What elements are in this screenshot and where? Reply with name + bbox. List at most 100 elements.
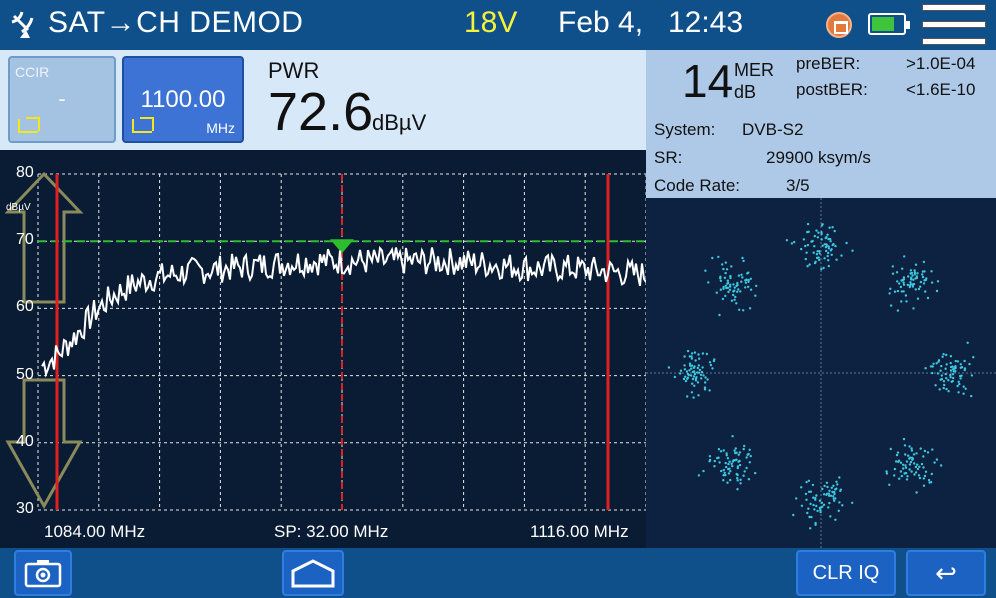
constellation-point <box>954 359 957 363</box>
clear-iq-button[interactable]: CLR IQ <box>796 550 896 596</box>
constellation-point <box>895 460 898 463</box>
constellation-point <box>970 374 974 377</box>
constellation-point <box>902 276 906 279</box>
constellation-point <box>832 497 835 500</box>
constellation-point <box>701 366 704 369</box>
constellation-point <box>747 280 750 283</box>
frequency-unit: MHz <box>206 120 235 136</box>
constellation-point <box>812 251 815 254</box>
constellation-point <box>898 477 901 480</box>
constellation-point <box>956 384 959 388</box>
constellation-point <box>697 474 701 477</box>
constellation-point <box>700 370 704 374</box>
constellation-point <box>742 447 745 451</box>
constellation-point <box>898 282 901 285</box>
constellation-point <box>815 253 819 256</box>
constellation-point <box>712 359 716 363</box>
constellation-point <box>725 268 729 271</box>
constellation-point <box>819 508 822 512</box>
constellation-point <box>826 254 829 258</box>
constellation-point <box>825 481 829 484</box>
constellation-point <box>684 375 687 378</box>
constellation-point <box>747 452 750 456</box>
span-label: SP: 32.00 MHz <box>274 522 389 541</box>
constellation-point <box>949 369 953 372</box>
constellation-point <box>906 475 909 478</box>
constellation-point <box>738 451 742 454</box>
constellation-point <box>937 360 940 363</box>
constellation-point <box>715 291 718 294</box>
constellation-point <box>792 513 795 517</box>
constellation-point <box>745 466 748 470</box>
constellation-point <box>704 269 707 272</box>
ccir-band-button[interactable]: CCIR - <box>8 56 116 143</box>
constellation-point <box>904 464 907 467</box>
constellation-point <box>690 355 693 358</box>
constellation-point <box>922 484 926 487</box>
constellation-point <box>828 226 831 229</box>
x-axis-start-label: 1084.00 MHz <box>44 522 146 541</box>
constellation-point <box>915 452 918 455</box>
constellation-point <box>707 281 710 284</box>
frequency-button[interactable]: 1100.00 MHz <box>122 56 244 143</box>
constellation-point <box>832 242 835 246</box>
constellation-point <box>912 307 915 310</box>
constellation-point <box>821 244 824 247</box>
constellation-point <box>838 476 841 479</box>
screenshot-button[interactable] <box>14 550 72 596</box>
constellation-point <box>952 370 955 373</box>
constellation-point <box>949 376 952 379</box>
constellation-point <box>821 487 824 491</box>
constellation-point <box>912 278 915 281</box>
constellation-point <box>703 386 707 389</box>
menu-icon[interactable] <box>922 4 986 46</box>
constellation-point <box>902 290 905 293</box>
spectrum-display[interactable]: 80 70 60 50 40 30 dBµV 1084.00 MHz SP: 32.00 … <box>0 150 646 548</box>
level-up-arrow-icon <box>4 171 84 304</box>
top-bar: SAT→CH DEMOD 18V Feb 4, 12:43 <box>0 0 996 50</box>
constellation-point <box>914 465 918 469</box>
pulse-icon <box>18 117 40 133</box>
constellation-point <box>949 355 953 358</box>
constellation-point <box>748 448 751 451</box>
constellation-point <box>816 509 819 513</box>
constellation-point <box>825 245 828 248</box>
constellation-point <box>916 467 920 471</box>
constellation-point <box>738 459 741 463</box>
pre-ber-value: >1.0E-04 <box>906 54 976 73</box>
constellation-point <box>913 473 916 476</box>
constellation-point <box>809 490 813 493</box>
constellation-point <box>821 223 824 226</box>
constellation-point <box>895 271 899 274</box>
constellation-point <box>809 527 812 530</box>
constellation-point <box>819 510 822 514</box>
constellation-point <box>742 259 745 263</box>
constellation-point <box>902 283 906 286</box>
constellation-point <box>921 273 924 276</box>
constellation-point <box>808 263 811 266</box>
constellation-point <box>834 518 837 521</box>
constellation-point <box>811 483 815 487</box>
constellation-point <box>736 283 739 287</box>
back-button[interactable]: ↩ <box>906 550 986 596</box>
constellation-point <box>903 255 906 258</box>
constellation-point <box>704 381 707 384</box>
level-down-arrow-icon <box>5 378 83 510</box>
constellation-point <box>726 481 729 484</box>
post-ber-label: postBER: <box>796 80 868 99</box>
code-rate-label: Code Rate: <box>654 176 740 195</box>
frequency-value: 1100.00 <box>140 86 226 113</box>
home-button[interactable] <box>282 550 344 596</box>
constellation-point <box>913 462 916 465</box>
constellation-point <box>736 488 739 491</box>
constellation-point <box>833 490 836 494</box>
constellation-point <box>922 455 925 458</box>
date: Feb 4, <box>558 6 644 39</box>
constellation-point <box>684 379 688 383</box>
constellation-point <box>921 270 925 273</box>
constellation-point <box>888 292 891 295</box>
constellation-point <box>813 261 817 265</box>
constellation-point <box>909 283 913 286</box>
constellation-point <box>905 460 909 463</box>
constellation-point <box>725 465 728 469</box>
